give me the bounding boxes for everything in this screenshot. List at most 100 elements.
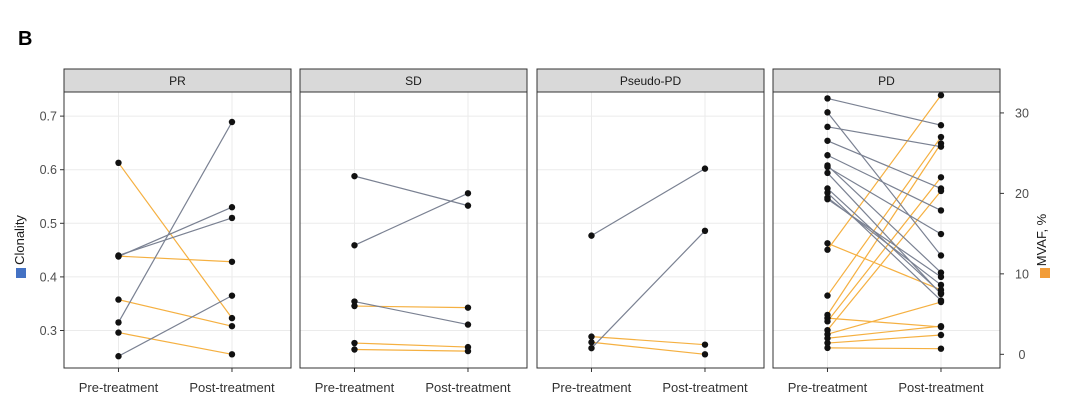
mvaf-point	[701, 351, 709, 358]
mvaf-point	[824, 344, 831, 352]
facet-sd: SD Pre-treatment Post-treatment	[299, 68, 528, 395]
clonality-point	[701, 165, 709, 172]
mvaf-line	[591, 336, 706, 346]
clonality-point	[228, 118, 236, 126]
clonality-point	[464, 190, 472, 197]
mvaf-point	[588, 333, 595, 340]
mvaf-point	[228, 258, 236, 265]
clonality-line	[827, 164, 942, 274]
mvaf-point	[937, 133, 945, 141]
left-y-tick-label: 0.6	[40, 163, 57, 177]
mvaf-point	[115, 296, 122, 303]
mvaf-point	[937, 174, 945, 181]
left-y-tick-label: 0.3	[40, 324, 57, 338]
left-y-tick-label: 0.5	[40, 217, 57, 231]
clonality-point	[228, 292, 236, 299]
plot-background	[64, 92, 291, 368]
x-tick-label: Pre-treatment	[552, 380, 632, 395]
x-tick-label: Post-treatment	[425, 380, 511, 395]
facet-title: SD	[405, 74, 422, 88]
mvaf-point	[588, 339, 595, 346]
mvaf-line	[118, 332, 233, 355]
clonality-point	[351, 172, 358, 180]
clonality-point	[824, 123, 831, 131]
facet-title: PR	[169, 74, 186, 88]
clonality-point	[115, 319, 122, 326]
clonality-line	[827, 126, 942, 148]
mvaf-legend-swatch	[1040, 268, 1050, 278]
panel-border	[299, 91, 528, 369]
mvaf-line	[827, 317, 942, 328]
gridlines	[300, 92, 527, 368]
clonality-line	[827, 166, 942, 235]
panel-border	[63, 91, 292, 369]
clonality-point	[115, 253, 122, 260]
mvaf-point	[115, 329, 122, 336]
clonality-point	[824, 163, 831, 171]
mvaf-point	[351, 339, 358, 347]
x-tick-label: Pre-treatment	[788, 380, 868, 395]
clonality-point	[824, 152, 831, 159]
right-y-tick-label: 0	[1019, 348, 1026, 362]
x-tick-label: Post-treatment	[662, 380, 748, 395]
facet-pseudo-pd: Pseudo-PD Pre-treatment Post-treatment	[536, 68, 765, 395]
clonality-point	[464, 321, 472, 328]
facet-title: Pseudo-PD	[620, 74, 682, 88]
mvaf-line	[827, 325, 942, 339]
x-tick-label: Pre-treatment	[315, 380, 395, 395]
mvaf-point	[228, 314, 236, 322]
left-y-axis: 0.3 0.4 0.5 0.6 0.7 Clonality	[12, 110, 64, 338]
plot-background	[300, 92, 527, 368]
facet-pd: PD Pre-treatment Post-treatment	[772, 68, 1001, 395]
right-y-tick-label: 30	[1015, 106, 1029, 120]
clonality-point	[824, 137, 831, 144]
mvaf-point	[824, 314, 831, 322]
x-tick-label: Post-treatment	[189, 380, 275, 395]
mvaf-line	[591, 341, 706, 355]
mvaf-point	[937, 345, 945, 352]
clonality-point	[228, 204, 236, 211]
mvaf-point	[824, 339, 831, 347]
clonality-point	[351, 242, 358, 249]
clonality-line	[827, 140, 942, 190]
plot-background	[537, 92, 764, 368]
clonality-line	[827, 172, 942, 295]
clonality-point	[824, 95, 831, 102]
mvaf-point	[228, 351, 236, 358]
mvaf-line	[826, 136, 942, 296]
clonality-line	[827, 198, 942, 278]
clonality-point	[937, 122, 945, 129]
clonality-point	[701, 227, 709, 235]
mvaf-point	[824, 292, 831, 299]
panel-border	[772, 91, 1001, 369]
mvaf-point	[464, 304, 472, 311]
clonality-line	[591, 168, 706, 237]
clonality-point	[824, 169, 831, 177]
clonality-line	[827, 154, 942, 211]
clonality-point	[824, 189, 831, 196]
mvaf-line	[827, 347, 941, 350]
right-axis-title: MVAF, %	[1034, 213, 1049, 266]
mvaf-point	[937, 92, 945, 99]
mvaf-point	[824, 246, 831, 253]
clonality-line	[827, 192, 942, 301]
mvaf-line	[826, 143, 942, 316]
clonality-point	[824, 109, 831, 116]
mvaf-line	[827, 301, 942, 335]
clonality-point	[351, 298, 358, 305]
clonality-point	[937, 185, 945, 192]
mvaf-line	[827, 190, 942, 331]
mvaf-line	[354, 305, 468, 309]
clonality-line	[117, 121, 233, 323]
mvaf-point	[824, 240, 831, 247]
left-y-tick-label: 0.4	[40, 270, 57, 284]
mvaf-point	[701, 341, 709, 348]
clonality-point	[937, 281, 945, 289]
clonality-line	[827, 111, 942, 256]
clonality-line	[354, 300, 469, 326]
right-y-axis: 0 10 20 30 MVAF, %	[1000, 106, 1050, 362]
panel-border	[536, 91, 765, 369]
clonality-point	[588, 232, 595, 239]
mvaf-point	[351, 346, 358, 353]
